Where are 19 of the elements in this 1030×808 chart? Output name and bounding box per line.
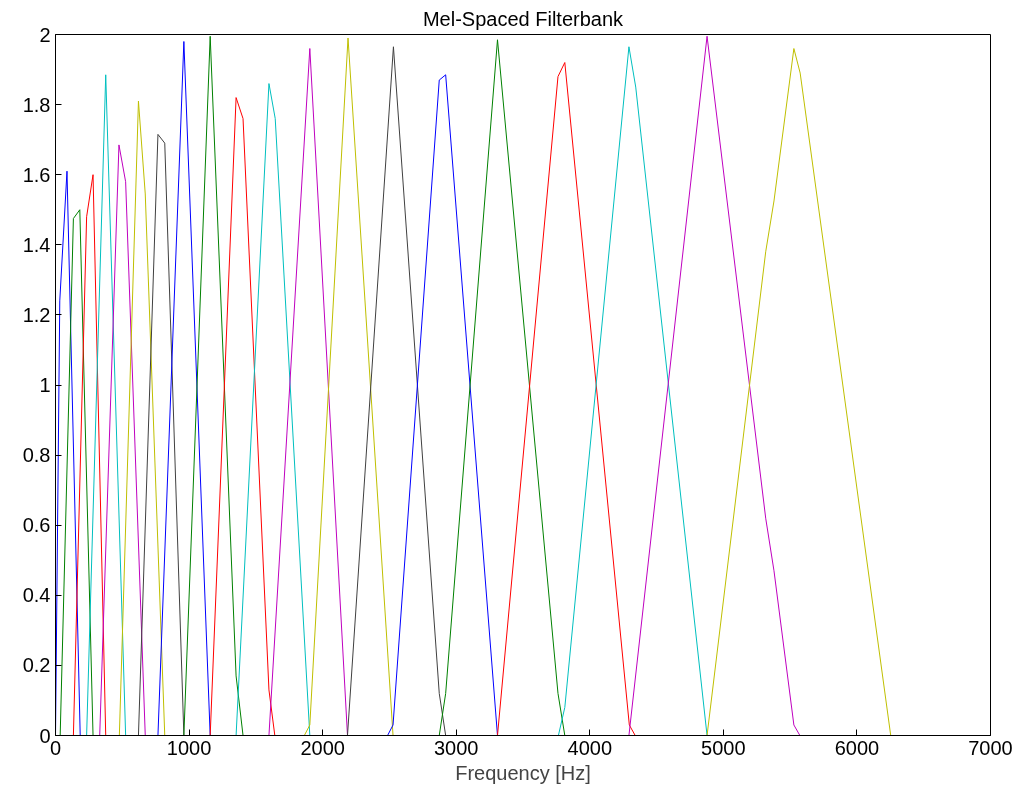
y-tick-label: 2 (39, 23, 51, 46)
x-tick-label: 7000 (968, 736, 1013, 759)
y-tick-label: 0.6 (22, 514, 51, 537)
x-axis-title: Frequency [Hz] (455, 761, 591, 784)
x-tick-label: 5000 (701, 736, 746, 759)
y-tick-label: 0.4 (22, 584, 51, 607)
y-tick-label: 1 (39, 374, 51, 396)
y-tick-label: 1.4 (22, 233, 51, 256)
y-tick-label: 1.8 (22, 93, 51, 116)
x-tick-label: 3000 (433, 736, 479, 759)
y-tick-label: 1.2 (22, 303, 51, 326)
x-tick-label: 6000 (834, 736, 880, 759)
x-tick-label: 4000 (567, 736, 613, 759)
y-tick-label: 1.6 (22, 163, 51, 186)
y-tick-label: 0.8 (22, 444, 51, 467)
x-tick-label: 2000 (300, 736, 345, 759)
y-tick-label: 0.2 (22, 654, 51, 677)
chart-title: Mel-Spaced Filterbank (422, 7, 625, 30)
x-tick-label: 1000 (166, 736, 212, 759)
